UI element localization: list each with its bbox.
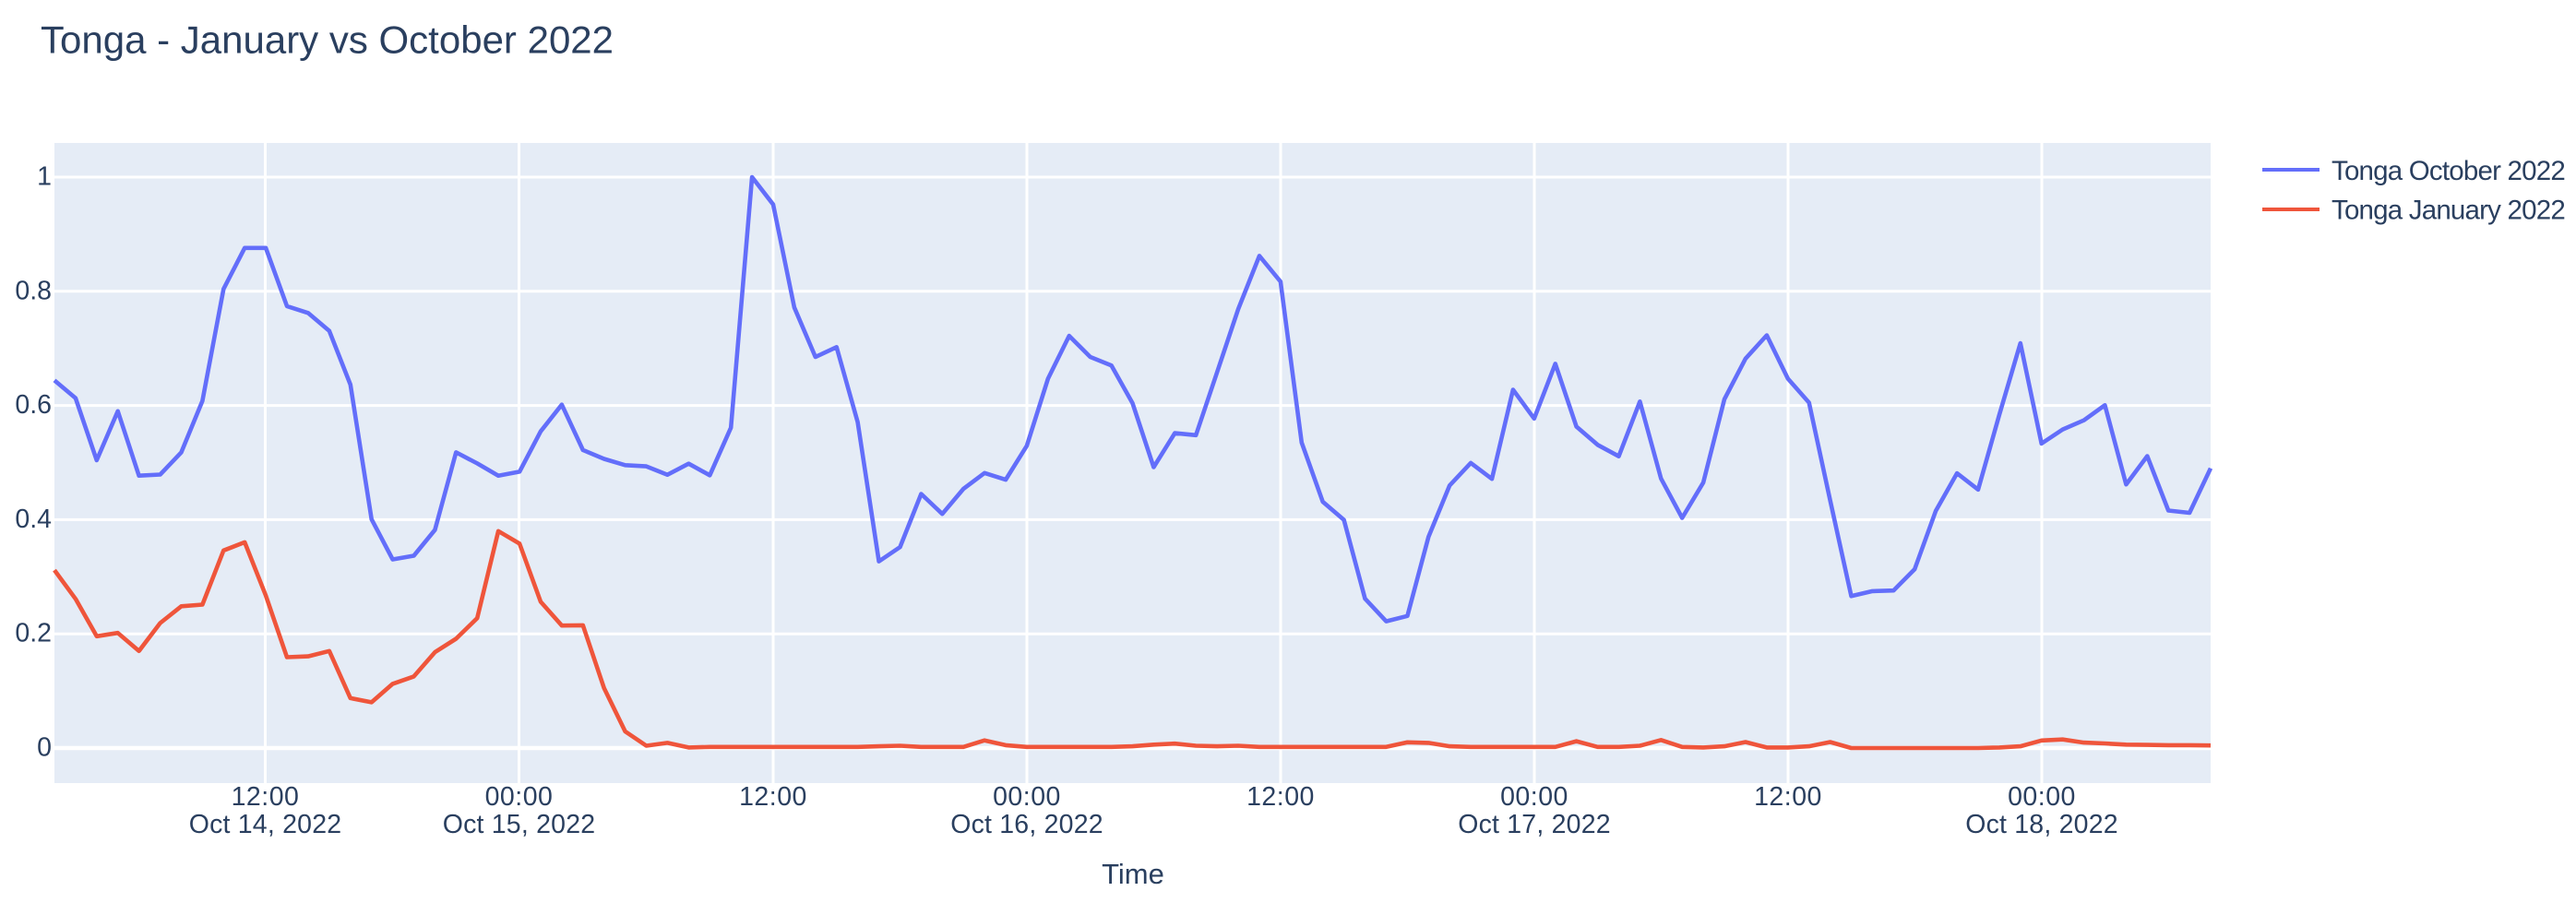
svg-text:Oct 17, 2022: Oct 17, 2022 [1458, 810, 1611, 839]
svg-text:Oct 16, 2022: Oct 16, 2022 [950, 810, 1103, 839]
svg-text:12:00: 12:00 [1246, 782, 1315, 812]
svg-text:Oct 18, 2022: Oct 18, 2022 [1965, 810, 2118, 839]
svg-text:12:00: 12:00 [232, 782, 300, 812]
svg-text:0: 0 [37, 733, 52, 763]
svg-text:00:00: 00:00 [993, 782, 1061, 812]
svg-text:00:00: 00:00 [485, 782, 554, 812]
svg-text:00:00: 00:00 [2008, 782, 2076, 812]
svg-text:00:00: 00:00 [1500, 782, 1568, 812]
svg-text:Time: Time [1102, 858, 1164, 890]
svg-text:Tonga October 2022: Tonga October 2022 [2332, 156, 2565, 186]
svg-text:0.2: 0.2 [15, 619, 52, 648]
svg-text:Oct 15, 2022: Oct 15, 2022 [443, 810, 596, 839]
svg-text:0.8: 0.8 [15, 276, 52, 305]
svg-text:12:00: 12:00 [1754, 782, 1822, 812]
svg-text:0.6: 0.6 [15, 390, 52, 420]
svg-text:12:00: 12:00 [739, 782, 807, 812]
svg-text:Tonga January 2022: Tonga January 2022 [2332, 196, 2565, 226]
svg-text:Oct 14, 2022: Oct 14, 2022 [189, 810, 342, 839]
svg-text:0.4: 0.4 [15, 505, 52, 534]
svg-text:1: 1 [37, 162, 52, 192]
svg-text:Tonga - January vs October 202: Tonga - January vs October 2022 [41, 18, 614, 62]
